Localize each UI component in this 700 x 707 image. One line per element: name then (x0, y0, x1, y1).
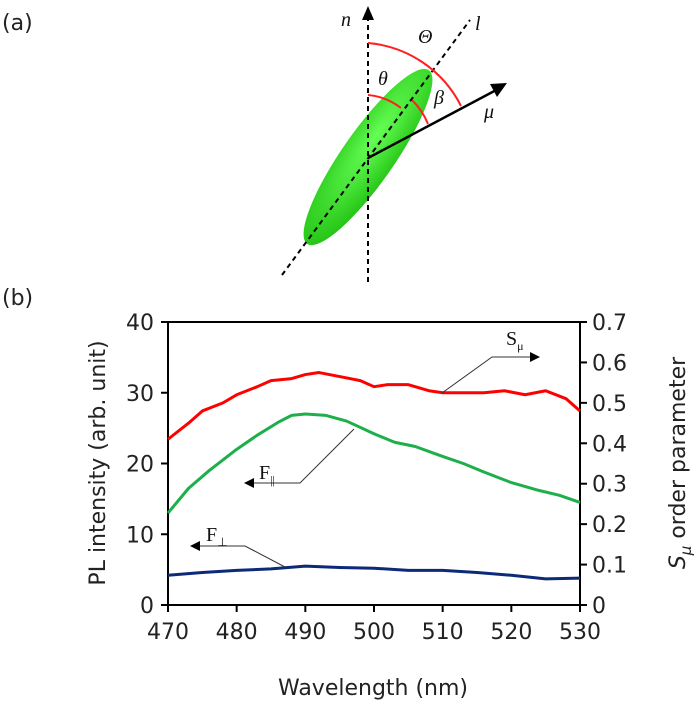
y2-tick-label: 0.4 (592, 432, 627, 457)
Fpar-label: F|| (259, 462, 275, 487)
Fperp-annotation: F⊥ (190, 524, 286, 568)
y2-label-rest: order parameter (666, 356, 691, 546)
x-tick-label: 480 (216, 620, 258, 645)
beta-arc (411, 99, 429, 125)
l-axis (281, 19, 471, 276)
plot-frame (167, 321, 581, 606)
n-label: n (341, 9, 351, 31)
beta-label: β (433, 87, 444, 109)
Fperp-label: F⊥ (206, 524, 228, 549)
y2-tick-label: 0.3 (592, 473, 627, 498)
mu-vector (367, 86, 501, 160)
y2-tick-label: 0.5 (592, 392, 627, 417)
x-axis-label: Wavelength (nm) (278, 676, 468, 701)
y2-label-sub: μ (677, 546, 695, 557)
Theta-label: Θ (418, 26, 432, 48)
mu-label: μ (483, 101, 494, 123)
y2-tick-label: 0.1 (592, 554, 627, 579)
mu-arrow-icon (490, 83, 507, 97)
y-tick-label: 30 (126, 382, 154, 407)
S-label: Sμ (506, 328, 524, 353)
y-axis-label: PL intensity (arb. unit) (86, 340, 111, 585)
series-line-1 (166, 412, 581, 514)
Fpar-annotation: F|| (244, 428, 355, 488)
x-tick-label: 530 (559, 620, 601, 645)
x-tick-label: 520 (490, 620, 532, 645)
y2-tick-label: 0.2 (592, 513, 627, 538)
molecule-diagram: n l Θ θ β μ (281, 6, 507, 282)
panel-b-label: (b) (2, 286, 33, 311)
y2-tick-label: 0.7 (592, 311, 627, 336)
panel-a-label: (a) (2, 11, 33, 36)
series-line-2 (167, 564, 581, 581)
x-tick-label: 510 (422, 620, 464, 645)
l-label: l (475, 13, 481, 35)
y-tick-label: 10 (126, 523, 154, 548)
theta-arc (367, 94, 402, 109)
y2-label-main: S (666, 555, 691, 569)
y-tick-label: 0 (140, 594, 154, 619)
x-tick-label: 500 (353, 620, 395, 645)
y2-tick-label: 0 (592, 594, 606, 619)
y-tick-label: 40 (126, 311, 154, 336)
S-annotation: Sμ (441, 328, 540, 394)
Theta-arc (367, 42, 462, 107)
n-arrow-icon (362, 6, 374, 20)
x-tick-label: 470 (147, 620, 189, 645)
y-tick-label: 20 (126, 453, 154, 478)
y2-tick-label: 0.6 (592, 351, 627, 376)
series-line-0 (167, 371, 581, 441)
theta-label: θ (378, 68, 388, 90)
x-tick-label: 490 (284, 620, 326, 645)
y2-axis-label: Sμ order parameter (666, 356, 695, 569)
